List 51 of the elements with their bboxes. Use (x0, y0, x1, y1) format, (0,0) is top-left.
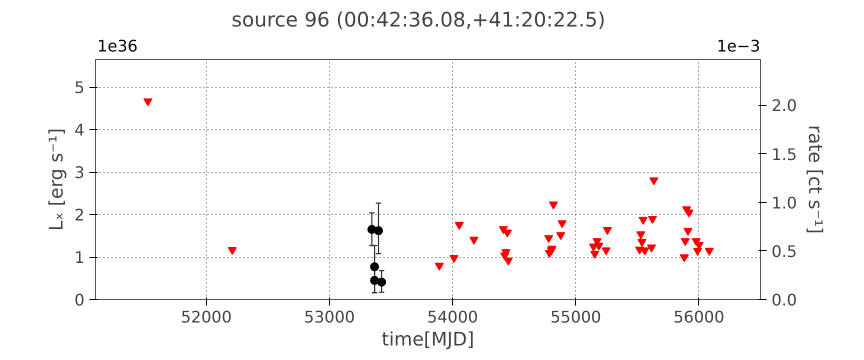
point (556, 232, 566, 240)
x-tick-label: 56000 (673, 308, 724, 326)
point (504, 258, 513, 266)
y-tick-label: 2 (74, 206, 85, 225)
point (647, 244, 656, 252)
point (680, 254, 689, 262)
y-tick-label: 1 (74, 248, 85, 268)
x-tick-label: 55000 (550, 308, 602, 326)
point (449, 255, 458, 263)
point (638, 216, 648, 225)
x-tick-label: 54000 (427, 308, 478, 326)
point (454, 222, 464, 230)
point (648, 216, 657, 224)
y-tick-label: 4 (74, 120, 85, 140)
y2-axis-title: rate [ct s⁻¹] (804, 125, 825, 234)
point (704, 248, 714, 256)
point (636, 231, 646, 240)
point (590, 250, 600, 259)
y-tick-label: 3 (74, 163, 85, 182)
point (602, 227, 612, 235)
point (680, 238, 690, 246)
point (693, 248, 702, 256)
x-axis-title: time[MJD] (382, 330, 474, 350)
point (548, 202, 558, 210)
text: 1e−3 (716, 36, 760, 56)
x-tick-label: 53000 (304, 308, 355, 326)
x-tick-label: 52000 (180, 308, 232, 326)
y2-tick-label: 2.0 (772, 96, 797, 116)
y-tick-label: 5 (74, 78, 85, 98)
point (558, 220, 567, 228)
point (594, 242, 604, 251)
y2-tick-label: 0.5 (772, 242, 797, 261)
point (649, 177, 658, 186)
point (370, 262, 380, 272)
point (602, 247, 611, 256)
point (544, 235, 554, 244)
point (637, 238, 646, 247)
y2-tick-label: 1.0 (772, 193, 797, 212)
y-axis-title: Lₓ [erg s⁻¹] (46, 128, 68, 231)
point (469, 236, 478, 245)
point (377, 278, 386, 287)
point (228, 246, 237, 255)
point (683, 228, 692, 236)
point (434, 262, 444, 271)
y2-tick-label: 1.5 (772, 144, 797, 164)
chart-title: source 96 (00:42:36.08,+41:20:22.5) (232, 8, 606, 32)
point (143, 98, 152, 106)
y2-tick-label: 0.0 (772, 290, 797, 310)
text: 1e36 (97, 36, 138, 56)
point (374, 226, 383, 236)
y-tick-label: 0 (74, 290, 85, 310)
